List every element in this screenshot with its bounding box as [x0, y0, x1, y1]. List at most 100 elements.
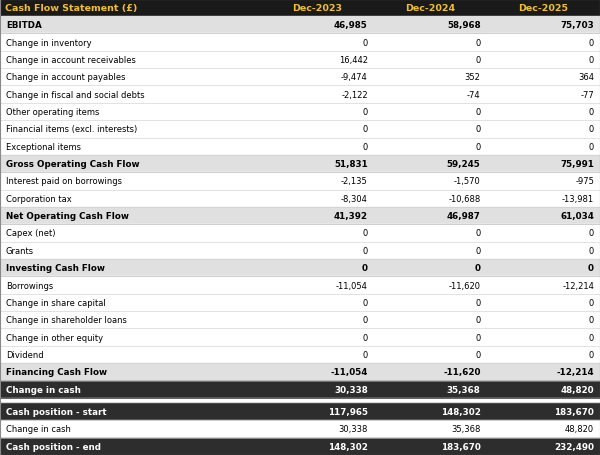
Text: Dec-2023: Dec-2023	[292, 4, 343, 13]
Text: Change in shareholder loans: Change in shareholder loans	[6, 316, 127, 324]
Bar	[0, 34, 600, 51]
Text: 0: 0	[475, 298, 481, 307]
Text: Corporation tax: Corporation tax	[6, 194, 72, 203]
Text: 0: 0	[362, 316, 368, 324]
Text: 61,034: 61,034	[560, 212, 594, 221]
Text: 0: 0	[589, 108, 594, 117]
Text: Change in share capital: Change in share capital	[6, 298, 106, 307]
Bar	[0, 381, 600, 398]
Text: 0: 0	[589, 350, 594, 359]
Bar	[0, 403, 600, 420]
Text: Cash position - end: Cash position - end	[6, 442, 101, 451]
Text: 35,368: 35,368	[447, 385, 481, 394]
Bar	[0, 311, 600, 329]
Text: Other operating items: Other operating items	[6, 108, 100, 117]
Text: -10,688: -10,688	[448, 194, 481, 203]
Bar	[0, 69, 600, 86]
Text: Change in other equity: Change in other equity	[6, 333, 103, 342]
Text: 0: 0	[589, 298, 594, 307]
Text: 0: 0	[475, 108, 481, 117]
Text: 59,245: 59,245	[447, 160, 481, 169]
Text: Gross Operating Cash Flow: Gross Operating Cash Flow	[6, 160, 140, 169]
Bar	[0, 0, 600, 17]
Text: 0: 0	[475, 246, 481, 255]
Text: Borrowings: Borrowings	[6, 281, 53, 290]
Text: 117,965: 117,965	[328, 407, 368, 416]
Text: 48,820: 48,820	[560, 385, 594, 394]
Text: 0: 0	[589, 56, 594, 65]
Text: Cash Flow Statement (£): Cash Flow Statement (£)	[5, 4, 137, 13]
Text: 364: 364	[578, 73, 594, 82]
Text: -77: -77	[580, 91, 594, 99]
Bar	[0, 259, 600, 277]
Text: 0: 0	[475, 125, 481, 134]
Text: 0: 0	[362, 333, 368, 342]
Text: Capex (net): Capex (net)	[6, 229, 56, 238]
Text: 46,985: 46,985	[334, 21, 368, 30]
Bar	[0, 438, 600, 455]
Text: 148,302: 148,302	[441, 407, 481, 416]
Text: 0: 0	[475, 333, 481, 342]
Text: Change in cash: Change in cash	[6, 385, 81, 394]
Text: 0: 0	[362, 125, 368, 134]
Text: Net Operating Cash Flow: Net Operating Cash Flow	[6, 212, 129, 221]
Text: 148,302: 148,302	[328, 442, 368, 451]
Text: -1,570: -1,570	[454, 177, 481, 186]
Text: Financing Cash Flow: Financing Cash Flow	[6, 368, 107, 377]
Text: 0: 0	[589, 333, 594, 342]
Text: -8,304: -8,304	[341, 194, 368, 203]
Text: Grants: Grants	[6, 246, 34, 255]
Bar	[0, 17, 600, 34]
Text: Dividend: Dividend	[6, 350, 44, 359]
Text: 0: 0	[588, 263, 594, 273]
Text: 35,368: 35,368	[451, 425, 481, 434]
Text: 0: 0	[475, 142, 481, 152]
Text: Change in inventory: Change in inventory	[6, 39, 92, 47]
Bar	[0, 329, 600, 346]
Text: -12,214: -12,214	[562, 281, 594, 290]
Text: 0: 0	[475, 263, 481, 273]
Bar	[0, 173, 600, 190]
Text: 46,987: 46,987	[447, 212, 481, 221]
Text: 352: 352	[465, 73, 481, 82]
Text: 0: 0	[362, 142, 368, 152]
Bar	[0, 51, 600, 69]
Text: -2,122: -2,122	[341, 91, 368, 99]
Text: 0: 0	[475, 350, 481, 359]
Text: Interest paid on borrowings: Interest paid on borrowings	[6, 177, 122, 186]
Text: -11,620: -11,620	[443, 368, 481, 377]
Text: 183,670: 183,670	[441, 442, 481, 451]
Text: 41,392: 41,392	[334, 212, 368, 221]
Bar	[0, 277, 600, 294]
Bar	[0, 398, 600, 403]
Bar	[0, 294, 600, 311]
Text: -12,214: -12,214	[556, 368, 594, 377]
Text: -11,054: -11,054	[331, 368, 368, 377]
Text: Change in cash: Change in cash	[6, 425, 71, 434]
Text: 0: 0	[589, 125, 594, 134]
Text: -11,054: -11,054	[336, 281, 368, 290]
Text: 0: 0	[589, 39, 594, 47]
Bar	[0, 225, 600, 242]
Text: 30,338: 30,338	[338, 425, 368, 434]
Text: 58,968: 58,968	[447, 21, 481, 30]
Bar	[0, 138, 600, 156]
Text: Dec-2025: Dec-2025	[518, 4, 568, 13]
Text: Exceptional items: Exceptional items	[6, 142, 81, 152]
Text: Investing Cash Flow: Investing Cash Flow	[6, 263, 105, 273]
Text: -2,135: -2,135	[341, 177, 368, 186]
Text: 0: 0	[589, 246, 594, 255]
Text: 0: 0	[589, 142, 594, 152]
Text: 232,490: 232,490	[554, 442, 594, 451]
Text: 183,670: 183,670	[554, 407, 594, 416]
Text: -975: -975	[575, 177, 594, 186]
Text: 0: 0	[475, 229, 481, 238]
Text: 0: 0	[362, 39, 368, 47]
Text: 0: 0	[362, 108, 368, 117]
Text: -9,474: -9,474	[341, 73, 368, 82]
Text: 16,442: 16,442	[339, 56, 368, 65]
Text: Change in account payables: Change in account payables	[6, 73, 125, 82]
Text: -74: -74	[467, 91, 481, 99]
Text: 0: 0	[475, 316, 481, 324]
Text: 0: 0	[362, 298, 368, 307]
